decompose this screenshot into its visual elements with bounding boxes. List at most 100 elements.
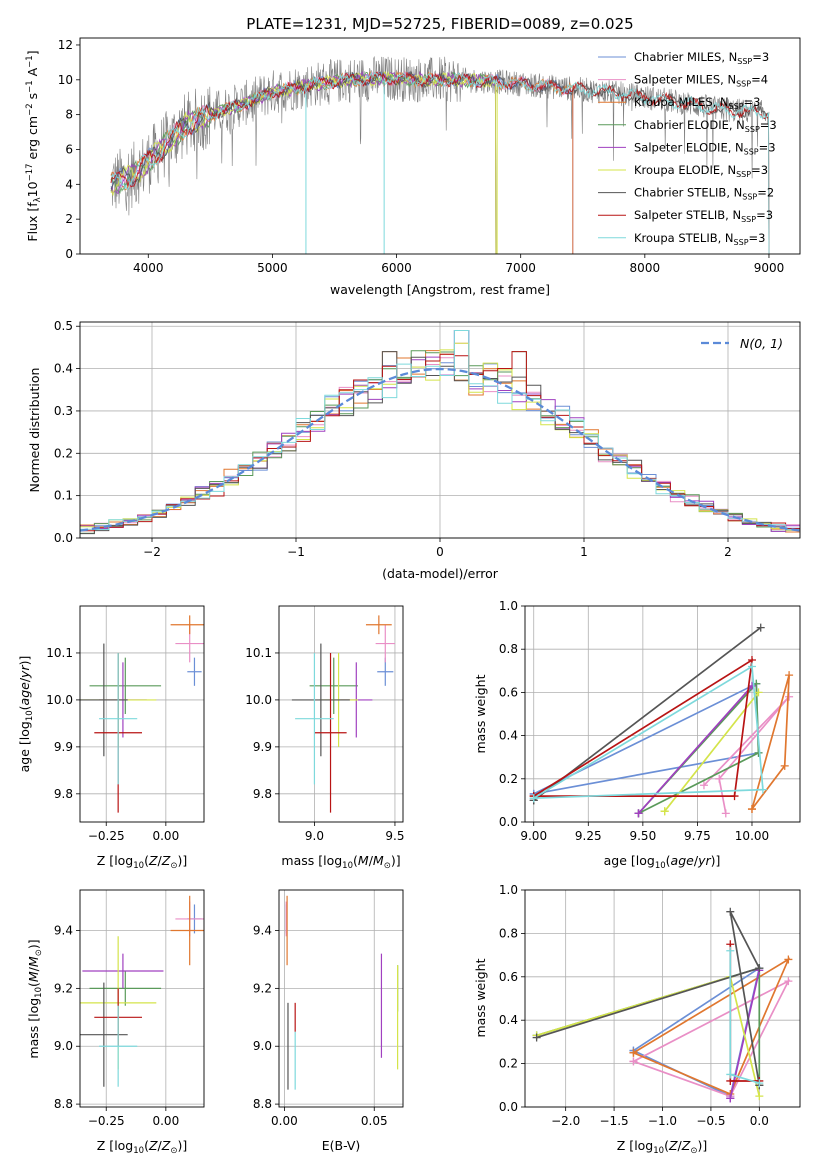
label-part: )] (17, 656, 32, 666)
mass-weight-line (536, 975, 761, 1097)
y-tick-label: 9.2 (253, 981, 272, 995)
point-marker (785, 671, 794, 680)
model-spectrum-line (110, 70, 574, 254)
y-tick-label: 8 (65, 108, 73, 122)
label-part: ( (144, 1138, 149, 1153)
point-marker (755, 1092, 764, 1101)
point-marker (629, 1057, 638, 1066)
point-marker (758, 785, 767, 794)
x-tick-label: −1 (287, 545, 305, 559)
label-part: / (158, 853, 163, 868)
legend-label: Chabrier MILES, NSSP=3 (634, 50, 769, 66)
legend-text: Chabrier MILES, N (634, 50, 737, 64)
label-part: log (114, 1138, 133, 1153)
age-vs-metallicity-panel: −0.25 0.009.89.910.010.1Z [log10(Z/Z⊙)]ag… (17, 605, 205, 871)
y-tick-label: 9.9 (54, 740, 73, 754)
label-part: ( (353, 853, 358, 868)
label-part: ⊙ (690, 1146, 697, 1156)
label-part: age (671, 853, 695, 868)
label-part: −1 (25, 55, 35, 68)
x-tick-label: 0.00 (152, 1114, 179, 1128)
label-part: ⊙ (384, 861, 391, 871)
axes-frame (278, 605, 404, 823)
x-tick-label: 9.75 (684, 829, 711, 843)
y-tick-label: 9.0 (253, 1039, 272, 1053)
label-part: age (17, 682, 32, 706)
y-tick-label: 0.4 (54, 362, 73, 376)
x-tick-label: 0.00 (271, 1114, 298, 1128)
legend-label: Chabrier ELODIE, NSSP=3 (634, 118, 777, 134)
y-tick-label: 0.0 (499, 1100, 518, 1114)
x-tick-label: 9.25 (575, 829, 602, 843)
point-marker (780, 761, 789, 770)
legend-text: Salpeter MILES, N (634, 73, 736, 87)
legend-text: Kroupa STELIB, N (634, 231, 734, 245)
y-axis-label: Normed distribution (27, 368, 42, 493)
y-tick-label: 4 (65, 177, 73, 191)
grid (80, 890, 204, 1107)
legend-tail: =2 (757, 186, 774, 200)
label-part: M (358, 853, 369, 868)
x-tick-label: 9.50 (629, 829, 656, 843)
label-part: )] (26, 939, 41, 949)
x-axis-label: wavelength [Angstrom, rest frame] (330, 282, 550, 297)
point-marker (532, 1033, 541, 1042)
axes-frame (524, 605, 801, 823)
plot-area (291, 615, 395, 813)
x-tick-label: −0.25 (88, 1114, 125, 1128)
y-tick-label: 0.0 (54, 531, 73, 545)
legend-text: Salpeter STELIB, N (634, 208, 741, 222)
y-tick-label: 8.8 (253, 1097, 272, 1111)
label-part: log (634, 1138, 653, 1153)
point-marker (629, 1048, 638, 1057)
label-part: 10 (655, 861, 666, 871)
label-part: Z [ (97, 1138, 114, 1153)
point-marker (726, 946, 735, 955)
y-tick-label: 6 (65, 142, 73, 156)
y-tick-label: 10.0 (245, 693, 272, 707)
x-tick-label: 9.0 (305, 829, 324, 843)
label-part: / (158, 1138, 163, 1153)
label-part: log (636, 853, 655, 868)
x-axis-label: age [log10(age/yr)] (604, 853, 721, 871)
y-axis-label: mass weight (473, 674, 488, 753)
grid (80, 606, 204, 822)
residual-histogram-panel: −2 −1 0 1 2 0.0 0.1 0.2 0.3 0.4 0.5 (data-model)/er… (27, 319, 801, 581)
label-part: s (25, 93, 40, 104)
label-part: )] (177, 1138, 187, 1153)
point-marker (634, 809, 643, 818)
label-part: λ (33, 197, 43, 202)
label-part: erg cm (25, 116, 40, 164)
label-part: −2 (25, 103, 35, 116)
plot-area (110, 55, 770, 254)
label-part: Z [ (617, 1138, 634, 1153)
label-part: 10 (133, 1146, 144, 1156)
legend-label: Kroupa ELODIE, NSSP=3 (634, 163, 768, 179)
point-marker (726, 1070, 735, 1079)
point-marker (785, 692, 794, 701)
label-part: 10 (133, 861, 144, 871)
point-marker (754, 688, 763, 697)
model-spectrum-line (110, 70, 574, 254)
x-tick-label: −1.5 (600, 1114, 629, 1128)
label-part: Z (668, 1138, 678, 1153)
label-part: 10 (653, 1146, 664, 1156)
legend-sub: SSP (736, 80, 751, 89)
label-part: Z (148, 1138, 158, 1153)
label-part: )] (697, 1138, 707, 1153)
spectrum-panel: 4000 5000 6000 7000 8000 9000 0 2 4 6 8 10 12 wavelen… (25, 37, 801, 297)
point-marker (784, 977, 793, 986)
y-tick-label: 9.2 (54, 981, 73, 995)
y-tick-label: 0 (65, 247, 73, 261)
y-tick-label: 10.0 (46, 693, 73, 707)
legend-sub: SSP (745, 125, 760, 134)
x-tick-label: 2 (724, 545, 732, 559)
figure-title: PLATE=1231, MJD=52725, FIBERID=0089, z=0… (246, 15, 633, 33)
legend-label: Salpeter ELODIE, NSSP=3 (634, 140, 776, 156)
y-tick-label: 0.2 (54, 446, 73, 460)
label-part: ( (144, 853, 149, 868)
x-tick-label: 6000 (381, 261, 412, 275)
point-marker (721, 809, 730, 818)
label-part: Z [ (97, 853, 114, 868)
